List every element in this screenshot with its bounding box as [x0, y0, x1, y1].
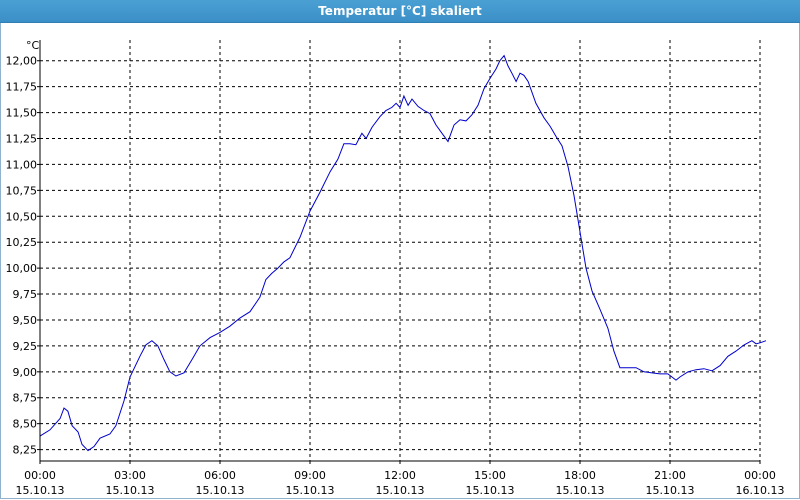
y-tick-label: 8,25: [13, 444, 38, 457]
x-tick-time-label: 00:00: [744, 469, 776, 482]
grid-lines: [37, 40, 761, 464]
x-tick-date-label: 15.10.13: [106, 484, 155, 497]
x-tick-time-label: 18:00: [564, 469, 596, 482]
x-tick-date-label: 16.10.13: [736, 484, 785, 497]
temperature-line: [39, 54, 767, 452]
y-tick-label: 9,00: [13, 366, 38, 379]
y-tick-label: 11,00: [6, 158, 38, 171]
y-tick-labels: 12,00 11,75 11,50 11,25 11,00 10,75 10,50 10,25…: [6, 55, 38, 457]
y-tick-label: 11,50: [6, 107, 38, 120]
y-tick-label: 9,75: [13, 288, 38, 301]
x-tick-time-label: 12:00: [384, 469, 416, 482]
x-tick-labels: 00:00 15.10.13 03:00 15.10.13 06:00 15.10.13 0…: [16, 469, 785, 497]
x-tick-date-label: 15.10.13: [196, 484, 245, 497]
x-tick-date-label: 15.10.13: [646, 484, 695, 497]
x-tick-date-label: 15.10.13: [466, 484, 515, 497]
y-tick-label: 8,75: [13, 392, 38, 405]
y-tick-label: 8,50: [13, 418, 38, 431]
chart-title: Temperatur [°C] skaliert: [0, 0, 800, 23]
x-tick-time-label: 21:00: [654, 469, 686, 482]
y-tick-label: 11,75: [6, 81, 38, 94]
x-tick-time-label: 03:00: [114, 469, 146, 482]
x-tick-date-label: 15.10.13: [556, 484, 605, 497]
x-tick-time-label: 09:00: [294, 469, 326, 482]
series-layer: [39, 54, 767, 452]
y-tick-label: 10,75: [6, 184, 38, 197]
y-tick-label: 9,50: [13, 314, 38, 327]
y-axis-unit-label: °C: [26, 39, 40, 52]
y-tick-label: 12,00: [6, 55, 38, 68]
x-tick-date-label: 15.10.13: [16, 484, 65, 497]
x-tick-time-label: 00:00: [24, 469, 56, 482]
x-tick-date-label: 15.10.13: [376, 484, 425, 497]
x-tick-time-label: 15:00: [474, 469, 506, 482]
x-tick-time-label: 06:00: [204, 469, 236, 482]
y-tick-label: 9,25: [13, 340, 38, 353]
y-tick-label: 10,00: [6, 262, 38, 275]
y-tick-label: 10,25: [6, 236, 38, 249]
x-tick-date-label: 15.10.13: [286, 484, 335, 497]
y-tick-label: 11,25: [6, 133, 38, 146]
y-tick-label: 10,50: [6, 210, 38, 223]
